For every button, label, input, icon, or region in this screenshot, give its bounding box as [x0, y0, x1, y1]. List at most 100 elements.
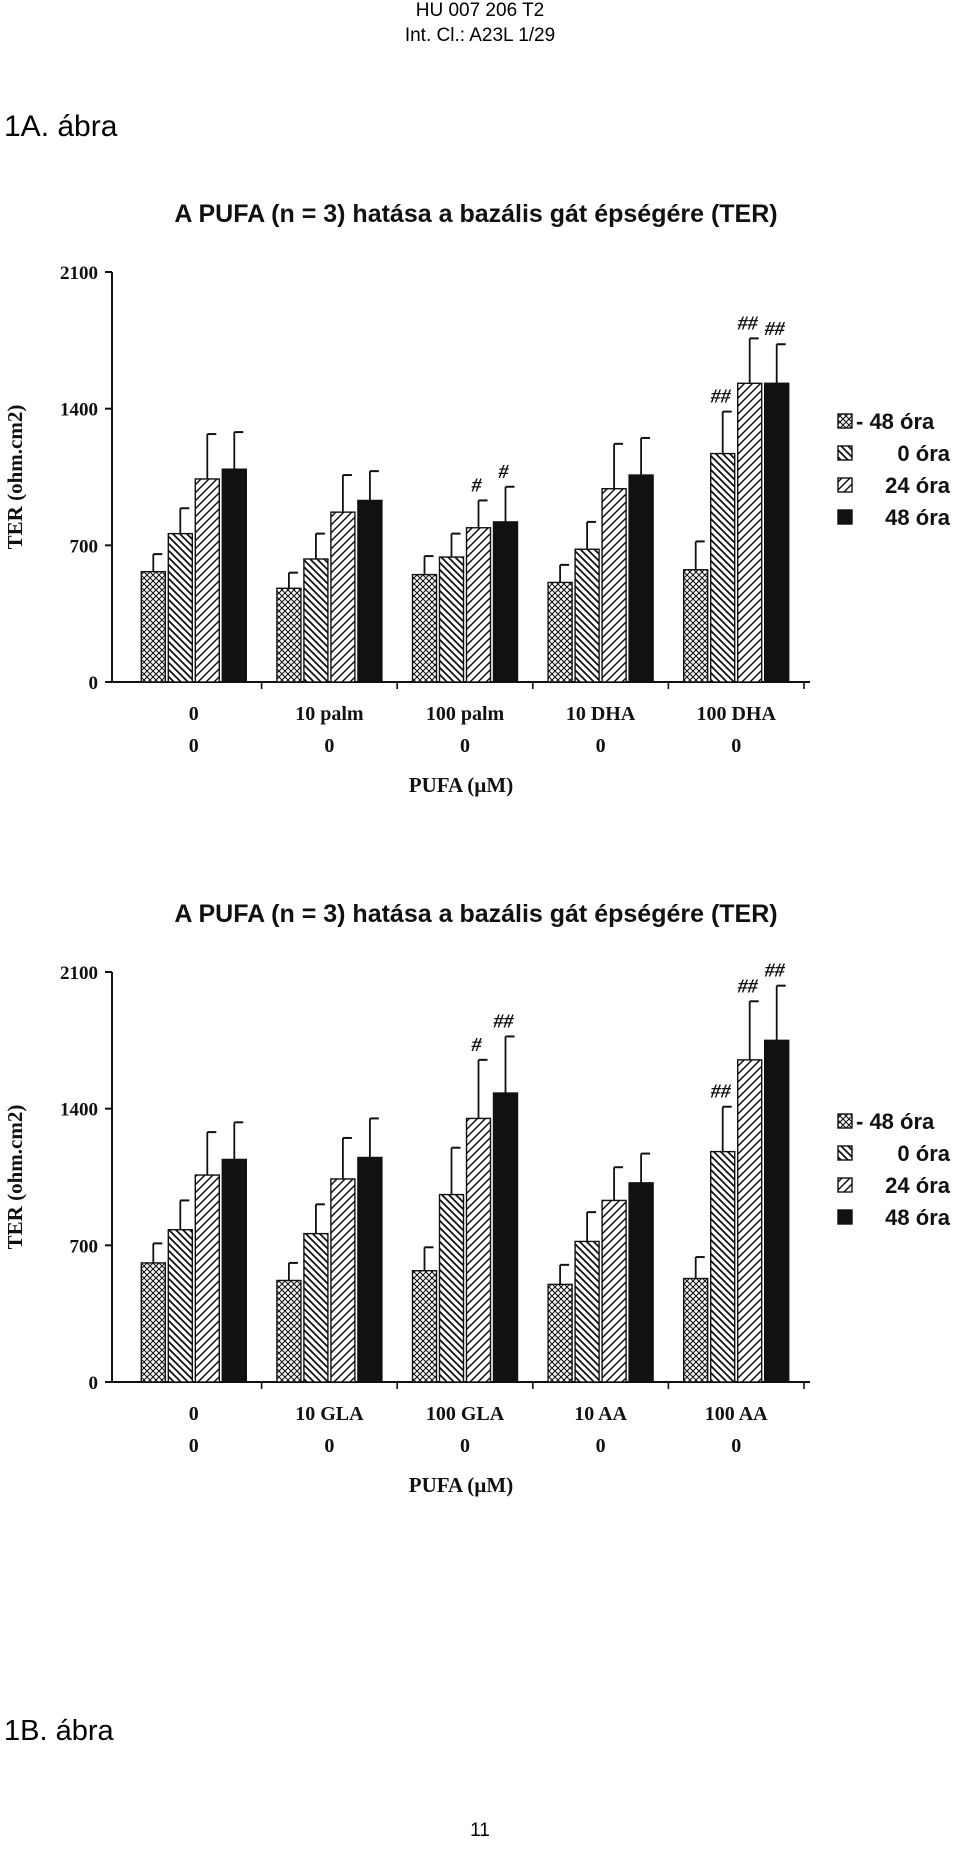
legend-swatch — [837, 1209, 853, 1225]
significance-mark: ## — [764, 960, 786, 982]
bar — [710, 1150, 736, 1383]
bar — [574, 1240, 600, 1383]
significance-mark: ## — [737, 975, 759, 997]
x-sublabel: 0 — [596, 735, 606, 757]
bar — [167, 532, 194, 683]
x-category-label: 10 GLA — [295, 1403, 364, 1425]
legend-entry: 24 óra — [885, 1173, 951, 1198]
x-axis-label: PUFA (µM) — [409, 773, 513, 797]
bar — [438, 556, 465, 683]
x-category-label: 100 AA — [705, 1403, 768, 1425]
y-axis-label: TER (ohm.cm2) — [3, 1105, 27, 1250]
legend-swatch — [837, 509, 853, 525]
legend-entry: 0 óra — [897, 1141, 950, 1166]
bar — [683, 1277, 709, 1383]
bar — [140, 570, 167, 683]
bar — [628, 1182, 654, 1383]
legend-entry: 48 óra — [885, 1205, 951, 1230]
bar — [411, 573, 438, 683]
x-category-label: 0 — [189, 1403, 199, 1425]
legend-swatch — [837, 1113, 853, 1129]
x-category-label: 100 DHA — [696, 703, 776, 725]
x-sublabel: 0 — [189, 735, 199, 757]
chart-1a: A PUFA (n = 3) hatása a bazális gát épsé… — [0, 200, 960, 890]
significance-mark: # — [498, 461, 510, 483]
x-category-label: 10 palm — [295, 703, 364, 725]
x-sublabel: 0 — [189, 1435, 199, 1457]
significance-mark: # — [471, 474, 483, 496]
y-tick-label: 0 — [89, 1373, 99, 1394]
bar — [601, 488, 627, 683]
bar — [601, 1199, 627, 1383]
y-tick-label: 700 — [70, 536, 99, 557]
bar — [357, 499, 383, 683]
bar — [303, 1232, 329, 1383]
y-tick-label: 2100 — [60, 963, 98, 984]
x-category-label: 100 palm — [426, 703, 505, 725]
chart-svg: A PUFA (n = 3) hatása a bazális gát épsé… — [3, 200, 951, 797]
bar — [438, 1193, 465, 1383]
x-sublabel: 0 — [731, 735, 741, 757]
x-sublabel: 0 — [596, 1435, 606, 1457]
bar — [330, 1178, 356, 1383]
chart-1b: A PUFA (n = 3) hatása a bazális gát épsé… — [0, 900, 960, 1590]
significance-mark: ## — [710, 386, 732, 408]
chart-title: A PUFA (n = 3) hatása a bazális gát épsé… — [174, 900, 777, 928]
bar — [221, 468, 248, 683]
bar — [276, 587, 302, 683]
significance-mark: # — [471, 1034, 483, 1056]
x-axis-label: PUFA (µM) — [409, 1473, 513, 1497]
x-category-label: 0 — [189, 703, 199, 725]
figure-1a-label: 1A. ábra — [4, 110, 118, 143]
bar — [737, 1059, 763, 1383]
x-category-label: 100 GLA — [426, 1403, 505, 1425]
bar — [411, 1270, 438, 1383]
bar — [764, 382, 790, 683]
y-axis-label: TER (ohm.cm2) — [3, 405, 27, 550]
x-category-label: 10 DHA — [566, 703, 636, 725]
bar — [465, 1117, 492, 1383]
y-tick-label: 1400 — [60, 1100, 98, 1121]
bar — [737, 382, 763, 683]
bar — [764, 1039, 790, 1383]
x-sublabel: 0 — [731, 1435, 741, 1457]
legend-entry: 0 óra — [897, 441, 950, 466]
bar — [710, 452, 736, 683]
significance-mark: ## — [493, 1010, 515, 1032]
bar — [194, 1174, 221, 1383]
x-sublabel: 0 — [324, 735, 334, 757]
x-sublabel: 0 — [460, 1435, 470, 1457]
bar — [357, 1156, 383, 1383]
chart-title: A PUFA (n = 3) hatása a bazális gát épsé… — [174, 200, 777, 228]
bar — [492, 1092, 519, 1383]
bar — [628, 474, 654, 683]
bar — [140, 1262, 167, 1383]
bar — [276, 1279, 302, 1383]
legend-entry: - 48 óra — [856, 1109, 935, 1134]
bar — [221, 1158, 248, 1383]
page-number: 11 — [470, 1820, 490, 1841]
y-tick-label: 0 — [89, 673, 99, 694]
bar — [574, 548, 600, 683]
bar — [465, 527, 492, 683]
bar — [683, 569, 709, 683]
legend-entry: 48 óra — [885, 505, 951, 530]
legend-swatch — [837, 1145, 853, 1161]
legend-entry: - 48 óra — [856, 409, 935, 434]
figure-1b-label: 1B. ábra — [4, 1715, 114, 1747]
chart-svg: A PUFA (n = 3) hatása a bazális gát épsé… — [3, 900, 951, 1497]
significance-mark: ## — [737, 312, 759, 334]
y-tick-label: 700 — [70, 1236, 99, 1257]
y-tick-label: 1400 — [60, 400, 98, 421]
legend-swatch — [837, 413, 853, 429]
x-sublabel: 0 — [324, 1435, 334, 1457]
document-id: HU 007 206 T2 — [415, 0, 545, 21]
legend-swatch — [837, 1177, 853, 1193]
bar — [167, 1229, 194, 1383]
bar — [330, 511, 356, 683]
significance-mark: ## — [764, 318, 786, 340]
x-sublabel: 0 — [460, 735, 470, 757]
legend-entry: 24 óra — [885, 473, 951, 498]
bar — [547, 1283, 573, 1383]
y-tick-label: 2100 — [60, 263, 98, 284]
